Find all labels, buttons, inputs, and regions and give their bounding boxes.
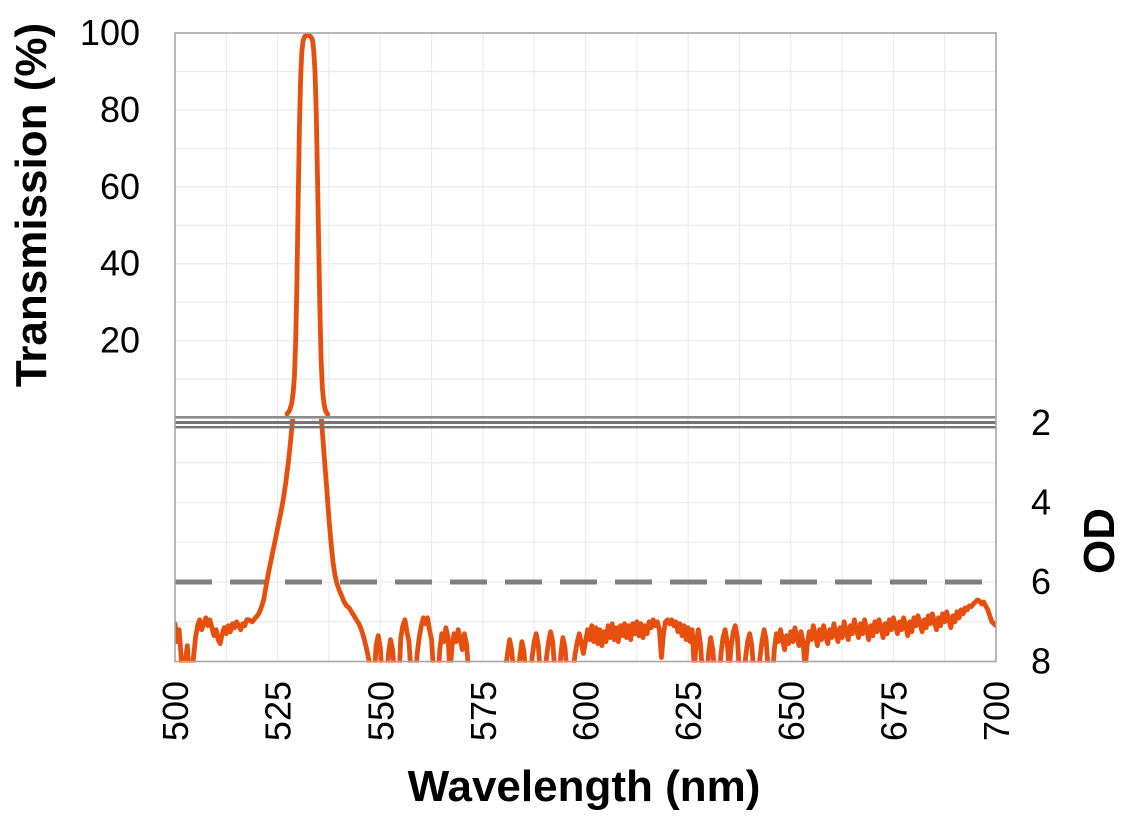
y-axis-tick-label-od: 8 xyxy=(1031,641,1051,682)
x-axis-tick-label: 625 xyxy=(668,681,709,741)
y-axis-tick-label-od: 6 xyxy=(1031,561,1051,602)
x-axis-tick-label: 500 xyxy=(155,681,196,741)
x-axis-tick-label: 575 xyxy=(463,681,504,741)
x-axis-tick-label: 700 xyxy=(976,681,1017,741)
y-axis-tick-label-transmission: 40 xyxy=(100,243,140,284)
y-axis-tick-label-transmission: 100 xyxy=(80,12,140,53)
x-axis-title: Wavelength (nm) xyxy=(408,762,761,811)
x-axis-tick-label: 675 xyxy=(873,681,914,741)
y-axis-tick-label-transmission: 60 xyxy=(100,166,140,207)
y-axis-title-transmission: Transmission (%) xyxy=(7,23,56,387)
y-axis-title-od: OD xyxy=(1075,508,1124,574)
x-axis-tick-label: 650 xyxy=(771,681,812,741)
y-axis-tick-label-transmission: 80 xyxy=(100,89,140,130)
y-axis-tick-label-transmission: 20 xyxy=(100,320,140,361)
plot-border xyxy=(174,32,997,663)
od-curve xyxy=(175,419,996,663)
y-axis-tick-label-od: 2 xyxy=(1031,402,1051,443)
x-axis-tick-label: 550 xyxy=(360,681,401,741)
y-axis-tick-label-od: 4 xyxy=(1031,482,1051,523)
x-axis-tick-label: 525 xyxy=(258,681,299,741)
transmission-curve xyxy=(284,32,331,417)
x-axis-tick-label: 600 xyxy=(566,681,607,741)
